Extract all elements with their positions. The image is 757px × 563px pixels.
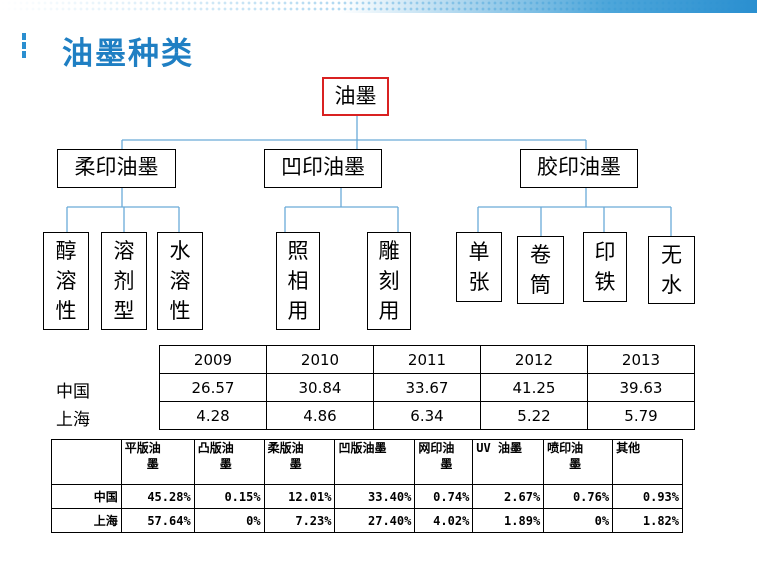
leaf-char: 性 [55,299,77,323]
leaf-char: 用 [378,299,400,323]
leaf-char: 溶 [169,269,191,293]
ink-share-table: 平版油墨 凸版油墨 柔版油墨 凹版油墨 网印油墨 UV 油墨 喷印油墨 其他 中… [51,439,683,533]
value-cell: 0.93% [612,484,683,509]
leaf-char: 张 [468,270,490,294]
row-label-shanghai: 上海 [56,410,90,430]
value-cell: 33.67 [373,373,481,402]
value-cell: 0.74% [414,484,474,509]
value-cell: 7.23% [263,508,336,533]
leaf-char: 雕 [378,239,400,263]
leaf-char: 水 [169,239,191,263]
leaf-char: 印 [594,240,616,264]
value-cell: 41.25 [480,373,588,402]
leaf-char: 型 [113,299,135,323]
leaf-web: 卷筒 [517,236,564,304]
value-cell: 57.64% [120,508,195,533]
row-label-china: 中国 [56,382,90,402]
leaf-char: 筒 [530,273,551,297]
leaf-char: 铁 [594,270,616,294]
value-cell: 39.63 [587,373,695,402]
leaf-char: 相 [287,269,309,293]
value-cell: 33.40% [334,484,416,509]
leaf-char: 剂 [113,269,135,293]
year-cell: 2011 [373,345,481,374]
category-offset-ink: 胶印油墨 [520,149,638,188]
title-marker [22,33,26,63]
leaf-char: 溶 [113,239,135,263]
value-cell: 12.01% [263,484,336,509]
value-cell: 2.67% [472,484,545,509]
top-decoration-bar [0,0,757,13]
value-cell: 0% [543,508,614,533]
year-cell: 2012 [480,345,588,374]
year-cell: 2013 [587,345,695,374]
value-cell: 26.57 [159,373,267,402]
leaf-metal: 印铁 [583,232,627,302]
leaf-char: 溶 [55,269,77,293]
table-row: 中国 45.28% 0.15% 12.01% 33.40% 0.74% 2.67… [51,484,683,509]
leaf-alcohol-soluble: 醇溶性 [43,232,89,330]
table-header-row: 平版油墨 凸版油墨 柔版油墨 凹版油墨 网印油墨 UV 油墨 喷印油墨 其他 [51,439,683,485]
row-label: 中国 [51,484,122,509]
value-cell: 4.28 [159,401,267,430]
leaf-waterless: 无水 [648,236,695,304]
table-header-row: 2009 2010 2011 2012 2013 [159,345,695,374]
value-cell: 4.02% [414,508,474,533]
value-cell: 27.40% [334,508,416,533]
year-cell: 2009 [159,345,267,374]
header-lithographic: 平版油墨 [120,439,195,485]
category-flexo-ink: 柔印油墨 [57,149,176,188]
leaf-char: 卷 [530,243,551,267]
tree-root-ink: 油墨 [322,77,389,116]
leaf-char: 水 [661,273,682,297]
header-screen: 网印油墨 [414,439,474,485]
header-letterpress: 凸版油墨 [193,439,265,485]
header-inkjet: 喷印油墨 [543,439,614,485]
leaf-char: 照 [287,239,309,263]
value-cell: 0.76% [543,484,614,509]
leaf-char: 醇 [55,239,77,263]
value-cell: 1.82% [612,508,683,533]
row-label: 上海 [51,508,122,533]
value-cell: 6.34 [373,401,481,430]
leaf-char: 无 [661,243,682,267]
slide-title: 油墨种类 [62,36,194,72]
header-flexo: 柔版油墨 [263,439,336,485]
leaf-photographic: 照相用 [276,232,320,330]
table-row: 26.57 30.84 33.67 41.25 39.63 [159,373,695,402]
leaf-engraved: 雕刻用 [367,232,411,330]
category-gravure-ink: 凹印油墨 [264,149,382,188]
table-row: 4.28 4.86 6.34 5.22 5.79 [159,401,695,430]
value-cell: 0% [193,508,265,533]
value-cell: 45.28% [120,484,195,509]
leaf-char: 单 [468,240,490,264]
value-cell: 1.89% [472,508,545,533]
output-table-by-year: 2009 2010 2011 2012 2013 26.57 30.84 33.… [159,345,695,430]
value-cell: 4.86 [266,401,374,430]
value-cell: 5.79 [587,401,695,430]
leaf-char: 性 [169,299,191,323]
leaf-char: 刻 [378,269,400,293]
table-row: 上海 57.64% 0% 7.23% 27.40% 4.02% 1.89% 0%… [51,508,683,533]
year-cell: 2010 [266,345,374,374]
value-cell: 30.84 [266,373,374,402]
header-other: 其他 [612,439,683,485]
value-cell: 0.15% [193,484,265,509]
value-cell: 5.22 [480,401,588,430]
header-corner [51,439,122,485]
header-gravure: 凹版油墨 [334,439,416,485]
leaf-solvent-based: 溶剂型 [101,232,147,330]
leaf-char: 用 [287,299,309,323]
header-uv: UV 油墨 [472,439,545,485]
leaf-water-soluble: 水溶性 [157,232,203,330]
leaf-sheetfed: 单张 [456,232,502,302]
